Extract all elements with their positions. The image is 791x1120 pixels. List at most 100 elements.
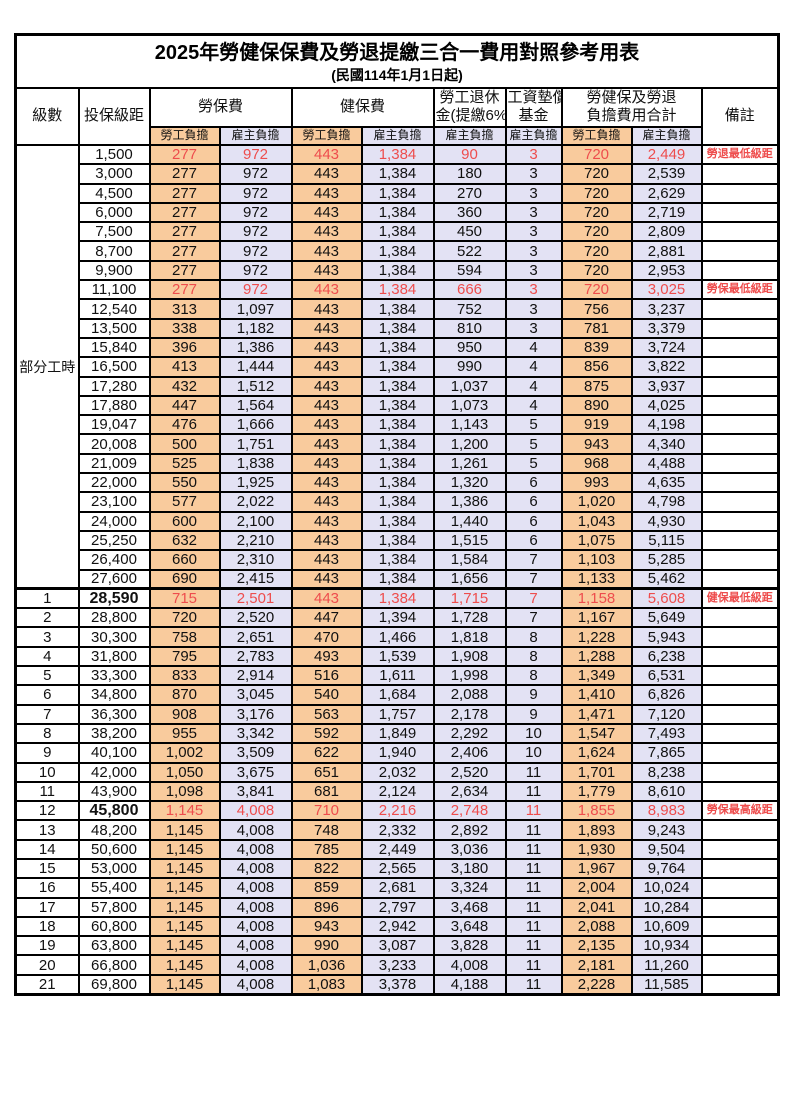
note-cell [700,896,780,918]
table-row: 26,400 660 2,310 443 1,384 1,584 7 1,103 5,285 [16,549,780,571]
table-row: 27,600 690 2,415 443 1,384 1,656 7 1,133 5,462 [16,568,780,590]
labor-employee-cell: 447 [148,394,221,417]
fund-employer-cell: 10 [504,722,563,745]
labor-employee-cell: 313 [148,298,221,320]
total-employee-cell: 1,967 [560,857,633,880]
table-row: 21 69,800 1,145 4,008 1,083 3,378 4,188 11 2,228… [14,973,780,996]
health-employer-cell: 1,466 [360,626,435,648]
subheader-total-employer: 雇主負擔 [630,126,703,146]
note-cell: 勞保最高級距 [700,800,780,822]
pension-employer-cell: 3,180 [432,857,507,880]
labor-employer-cell: 1,751 [218,433,293,455]
labor-employer-cell: 4,008 [218,877,293,899]
health-employer-cell: 1,384 [360,452,435,475]
total-employer-cell: 7,865 [630,742,703,764]
fund-employer-cell: 3 [504,143,563,166]
health-employee-cell: 710 [290,800,363,822]
health-employer-cell: 2,797 [360,896,435,918]
labor-employee-cell: 277 [148,182,221,204]
bracket-cell: 13,500 [77,317,151,339]
total-employee-cell: 720 [560,240,633,262]
health-employee-cell: 443 [290,549,363,571]
table-row: 部分工時 1,500 277 972 443 1,384 90 3 720 2,449 勞退最低級距 [14,143,780,590]
total-employer-cell: 3,724 [630,336,703,359]
note-cell: 勞退最低級距 [700,143,780,166]
level-cell: 13 [14,819,80,841]
labor-employer-cell: 3,176 [218,703,293,725]
level-cell: 11 [14,780,80,803]
bracket-cell: 4,500 [77,182,151,204]
header-labor-insurance: 勞保費 [148,86,293,128]
health-employer-cell: 2,216 [360,800,435,822]
health-employer-cell: 1,849 [360,722,435,745]
pension-employer-cell: 3,324 [432,877,507,899]
fund-employer-cell: 6 [504,472,563,494]
fund-employer-cell: 3 [504,317,563,339]
labor-employer-cell: 4,008 [218,973,293,996]
pension-employer-cell: 1,320 [432,472,507,494]
labor-employee-cell: 277 [148,259,221,282]
health-employee-cell: 990 [290,935,363,957]
header-pension: 勞工退休 金(提繳6%) [432,86,507,128]
note-cell [700,607,780,629]
labor-employee-cell: 577 [148,491,221,513]
total-employee-cell: 720 [560,279,633,301]
fund-employer-cell: 11 [504,800,563,822]
fund-employer-cell: 3 [504,298,563,320]
total-employee-cell: 1,410 [560,684,633,706]
note-cell [700,472,780,494]
total-employer-cell: 4,488 [630,452,703,475]
table-row: 11,100 277 972 443 1,384 666 3 720 3,025 勞保最低級距 [16,279,780,301]
level-cell: 20 [14,954,80,976]
bracket-cell: 38,200 [77,722,151,745]
total-employer-cell: 3,025 [630,279,703,301]
fund-employer-cell: 11 [504,935,563,957]
note-cell [700,182,780,204]
bracket-cell: 36,300 [77,703,151,725]
total-employee-cell: 756 [560,298,633,320]
bracket-cell: 9,900 [77,259,151,282]
health-employer-cell: 1,384 [360,433,435,455]
health-employee-cell: 540 [290,684,363,706]
pension-employer-cell: 2,088 [432,684,507,706]
labor-employer-cell: 972 [218,143,293,166]
labor-employer-cell: 2,651 [218,626,293,648]
total-employee-cell: 781 [560,317,633,339]
note-cell [700,665,780,687]
table-row: 16 55,400 1,145 4,008 859 2,681 3,324 11 2,004 10… [14,877,780,899]
level-cell: 19 [14,935,80,957]
labor-employer-cell: 4,008 [218,896,293,918]
pension-employer-cell: 2,748 [432,800,507,822]
fund-employer-cell: 11 [504,877,563,899]
labor-employee-cell: 396 [148,336,221,359]
pension-employer-cell: 1,200 [432,433,507,455]
labor-employer-cell: 972 [218,279,293,301]
health-employee-cell: 563 [290,703,363,725]
health-employer-cell: 1,384 [360,491,435,513]
total-employer-cell: 6,826 [630,684,703,706]
total-employer-cell: 3,937 [630,375,703,397]
table-row: 14 50,600 1,145 4,008 785 2,449 3,036 11 1,930 9,… [14,838,780,860]
level-cell: 5 [14,665,80,687]
labor-employee-cell: 476 [148,414,221,436]
health-employee-cell: 443 [290,259,363,282]
health-employer-cell: 1,384 [360,529,435,552]
note-cell [700,819,780,841]
pension-employer-cell: 752 [432,298,507,320]
bracket-cell: 17,280 [77,375,151,397]
health-employee-cell: 443 [290,433,363,455]
total-employer-cell: 11,260 [630,954,703,976]
fund-employer-cell: 11 [504,915,563,938]
total-employer-cell: 8,610 [630,780,703,803]
health-employer-cell: 1,384 [360,259,435,282]
labor-employer-cell: 1,512 [218,375,293,397]
note-cell [700,529,780,552]
table-row: 12 45,800 1,145 4,008 710 2,216 2,748 11 1,855 8,… [14,800,780,822]
note-cell [700,414,780,436]
note-cell [700,935,780,957]
fund-employer-cell: 6 [504,510,563,532]
health-employee-cell: 443 [290,394,363,417]
subheader-health-employer: 雇主負擔 [360,126,435,146]
labor-employee-cell: 1,145 [148,838,221,860]
total-employee-cell: 1,167 [560,607,633,629]
